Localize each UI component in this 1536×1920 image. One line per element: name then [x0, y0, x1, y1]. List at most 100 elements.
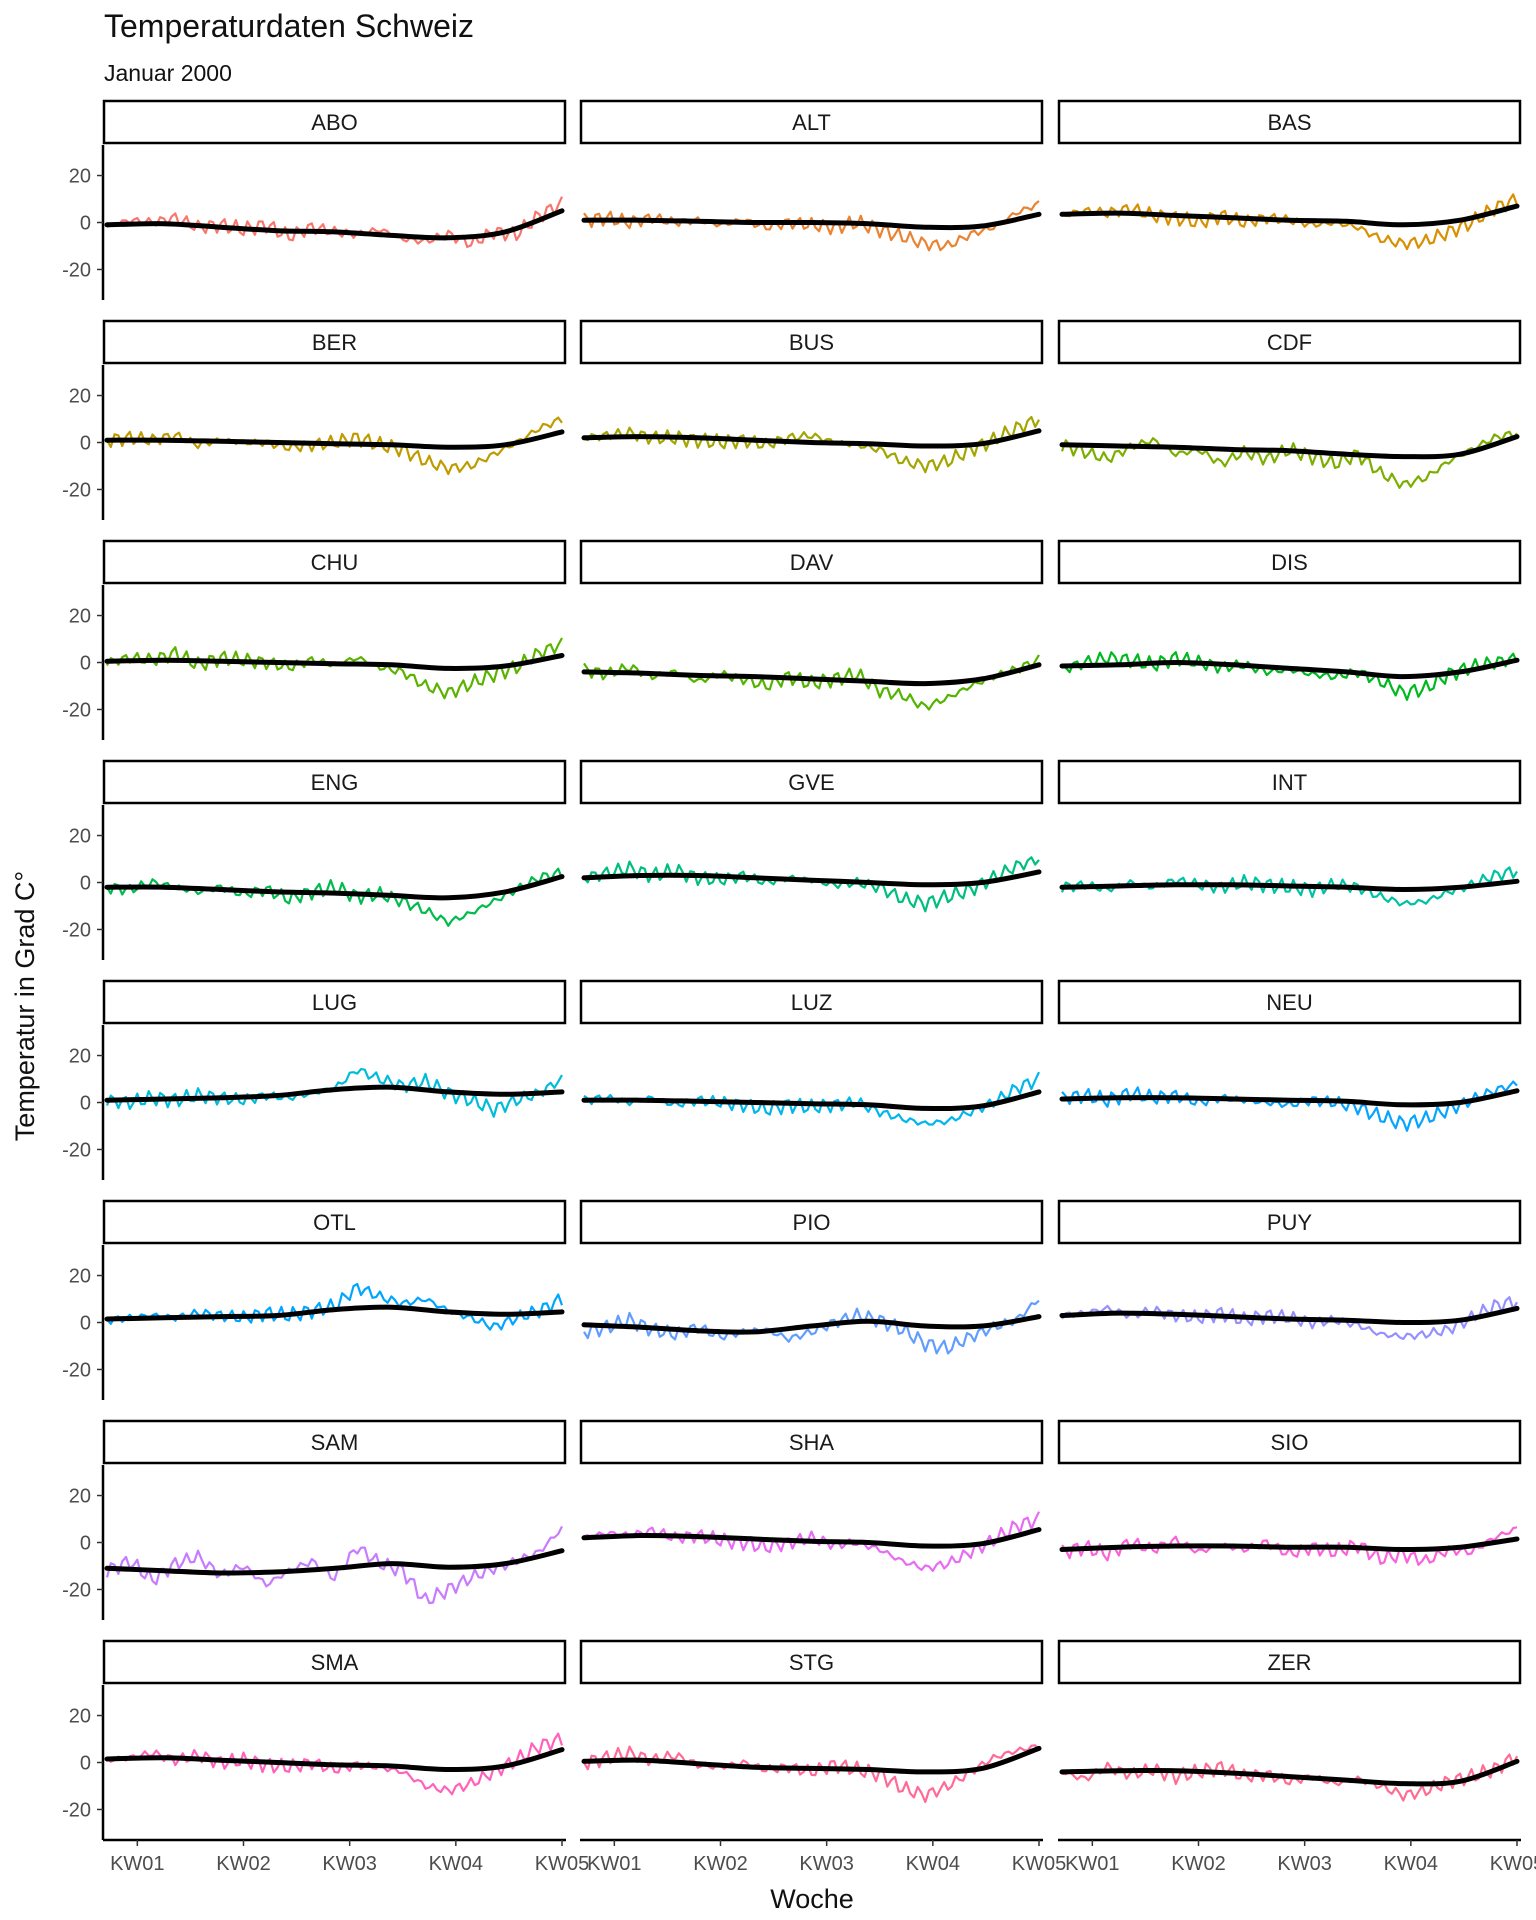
- facet-strip-label: SAM: [311, 1430, 359, 1455]
- facet-strip: [102, 99, 567, 145]
- facet-abo: ABO -20 0 20: [62, 99, 567, 300]
- facet-zer: ZER KW01 KW02 KW03 KW04 KW05: [1057, 1639, 1536, 1875]
- series-line-neu: [1061, 1080, 1518, 1132]
- series-line-sma: [106, 1732, 564, 1796]
- facet-strip-label: OTL: [313, 1210, 356, 1235]
- facet-strip-label: CHU: [311, 550, 359, 575]
- y-tick-label: 20: [69, 1046, 91, 1068]
- facet-strip-label: ZER: [1268, 1650, 1312, 1675]
- y-tick-label: 20: [69, 1266, 91, 1288]
- facet-strip-label: CDF: [1267, 330, 1312, 355]
- facet-chu: CHU -20 0 20: [62, 539, 567, 740]
- smooth-line-dis: [1059, 657, 1520, 680]
- facet-dis: DIS: [1057, 539, 1522, 701]
- facet-strip-label: SIO: [1271, 1430, 1309, 1455]
- series-line-cdf: [1060, 430, 1518, 489]
- y-tick-label: -20: [62, 919, 91, 941]
- facet-strip: [1057, 1639, 1522, 1685]
- y-tick-label: -20: [62, 259, 91, 281]
- y-axis-label: Temperatur in Grad C°: [10, 871, 40, 1141]
- facet-strip-label: ALT: [792, 110, 831, 135]
- x-tick-label: KW02: [693, 1853, 747, 1875]
- chart-title: Temperaturdaten Schweiz: [104, 8, 474, 44]
- facet-strip: [1057, 759, 1522, 805]
- facet-strip-label: INT: [1272, 770, 1307, 795]
- series-line-bus: [583, 415, 1040, 474]
- y-tick-label: 0: [80, 1533, 91, 1555]
- facet-strip-label: SMA: [311, 1650, 359, 1675]
- series-line-dis: [1061, 651, 1519, 701]
- facet-strip-label: LUZ: [791, 990, 833, 1015]
- series-line-stg: [583, 1744, 1040, 1804]
- smooth-line-abo: [104, 208, 565, 241]
- x-tick-label: KW01: [587, 1853, 641, 1875]
- y-tick-label: 20: [69, 606, 91, 628]
- smooth-line-puy: [1059, 1305, 1520, 1326]
- series-line-abo: [106, 196, 564, 248]
- smooth-line-ber: [104, 429, 565, 450]
- x-tick-label: KW04: [1384, 1853, 1438, 1875]
- facet-strip-label: BUS: [789, 330, 834, 355]
- y-tick-label: 20: [69, 386, 91, 408]
- y-tick-label: -20: [62, 1139, 91, 1161]
- smooth-line-eng: [104, 874, 565, 901]
- facet-strip: [102, 1639, 567, 1685]
- facet-strip: [579, 979, 1044, 1025]
- series-line-pio: [583, 1299, 1040, 1355]
- y-tick-label: -20: [62, 699, 91, 721]
- y-tick-label: -20: [62, 1799, 91, 1821]
- facet-bas: BAS: [1057, 99, 1522, 251]
- x-tick-label: KW05: [1012, 1853, 1066, 1875]
- facet-otl: OTL -20 0 20: [62, 1199, 567, 1400]
- smooth-line-dav: [581, 662, 1042, 687]
- facet-bus: BUS: [579, 319, 1044, 474]
- facet-strip-label: ABO: [311, 110, 357, 135]
- smooth-line-gve: [581, 869, 1042, 888]
- facet-strip-label: DIS: [1271, 550, 1308, 575]
- facet-strip-label: NEU: [1266, 990, 1312, 1015]
- facet-strip: [579, 1639, 1044, 1685]
- smooth-line-bus: [581, 428, 1042, 449]
- x-tick-label: KW05: [1490, 1853, 1536, 1875]
- facet-strip-label: STG: [789, 1650, 834, 1675]
- smooth-line-alt: [581, 211, 1042, 231]
- series-line-zer: [1061, 1753, 1519, 1802]
- facet-strip: [1057, 1419, 1522, 1465]
- smooth-line-sma: [104, 1747, 565, 1773]
- y-tick-label: 20: [69, 166, 91, 188]
- x-tick-label: KW01: [1065, 1853, 1119, 1875]
- smooth-line-lug: [104, 1084, 565, 1103]
- x-tick-label: KW02: [216, 1853, 270, 1875]
- facet-strip: [579, 759, 1044, 805]
- smooth-line-otl: [104, 1304, 565, 1322]
- y-tick-label: 20: [69, 826, 91, 848]
- x-tick-label: KW04: [906, 1853, 960, 1875]
- facet-cdf: CDF: [1057, 319, 1522, 489]
- facet-strip: [102, 319, 567, 365]
- smooth-line-sam: [104, 1548, 565, 1576]
- series-line-alt: [583, 200, 1040, 252]
- y-tick-label: -20: [62, 1359, 91, 1381]
- y-tick-label: -20: [62, 479, 91, 501]
- facet-sma: SMA -20 0 20 KW01 KW02 KW03 KW04 KW05: [62, 1639, 589, 1875]
- facet-strip: [102, 1419, 567, 1465]
- facet-strip: [1057, 319, 1522, 365]
- facet-strip-label: LUG: [312, 990, 357, 1015]
- series-line-otl: [106, 1282, 564, 1331]
- facet-strip: [102, 1199, 567, 1245]
- smooth-line-int: [1059, 878, 1520, 893]
- series-line-eng: [106, 867, 564, 927]
- facet-strip-label: SHA: [789, 1430, 835, 1455]
- facet-sha: SHA: [579, 1419, 1044, 1572]
- facet-ber: BER -20 0 20: [62, 319, 567, 520]
- smooth-line-pio: [581, 1314, 1042, 1335]
- smooth-line-stg: [581, 1745, 1042, 1775]
- facet-strip: [102, 979, 567, 1025]
- facet-strip-label: PIO: [793, 1210, 831, 1235]
- facet-stg: STG KW01 KW02 KW03 KW04 KW05: [579, 1639, 1066, 1875]
- x-tick-label: KW03: [322, 1853, 376, 1875]
- y-tick-label: 0: [80, 213, 91, 235]
- x-tick-label: KW03: [1277, 1853, 1331, 1875]
- y-tick-label: 0: [80, 433, 91, 455]
